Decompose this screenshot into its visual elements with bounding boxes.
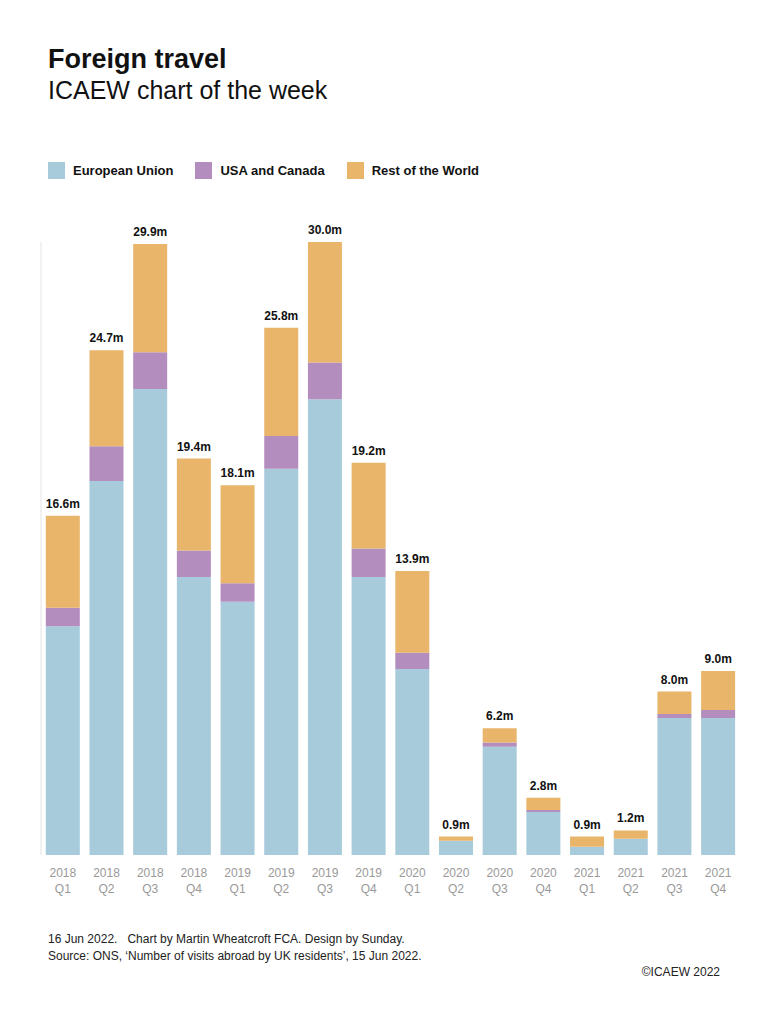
html-text:©ICAEW 2022: ©ICAEW 2022 [641, 965, 720, 979]
svg-text:2020Q2: 2020Q2 [443, 866, 470, 896]
html-text:16 Jun 2022. Chart by Martin W: 16 Jun 2022. Chart by Martin Wheatcroft … [48, 932, 405, 946]
svg-text:25.8m: 25.8m [264, 309, 298, 323]
svg-text:2020Q4: 2020Q4 [530, 866, 557, 896]
svg-text:30.0m: 30.0m [308, 223, 342, 237]
svg-text:0.9m: 0.9m [442, 818, 469, 832]
svg-text:19.4m: 19.4m [177, 440, 211, 454]
svg-text:2018Q4: 2018Q4 [181, 866, 208, 896]
svg-text:0.9m: 0.9m [573, 818, 600, 832]
svg-text:6.2m: 6.2m [486, 709, 513, 723]
svg-text:2018Q2: 2018Q2 [93, 866, 120, 896]
svg-text:29.9m: 29.9m [133, 225, 167, 239]
svg-text:2019Q2: 2019Q2 [268, 866, 295, 896]
svg-text:13.9m: 13.9m [395, 552, 429, 566]
svg-text:2020Q3: 2020Q3 [486, 866, 513, 896]
svg-text:2018Q3: 2018Q3 [137, 866, 164, 896]
svg-text:2021Q2: 2021Q2 [617, 866, 644, 896]
svg-text:16.6m: 16.6m [46, 497, 80, 511]
svg-text:2.8m: 2.8m [530, 779, 557, 793]
html-text:Foreign travel: Foreign travel [48, 44, 227, 74]
html-text:Source: ONS, ‘Number of visits: Source: ONS, ‘Number of visits abroad by… [48, 949, 422, 963]
svg-text:2019Q1: 2019Q1 [224, 866, 251, 896]
html-text:ICAEW chart of the week: ICAEW chart of the week [48, 76, 328, 104]
svg-text:18.1m: 18.1m [221, 466, 255, 480]
svg-text:2021Q4: 2021Q4 [705, 866, 732, 896]
svg-text:19.2m: 19.2m [352, 444, 386, 458]
html-text:Rest of the World: Rest of the World [371, 163, 479, 178]
svg-text:2018Q1: 2018Q1 [49, 866, 76, 896]
svg-text:9.0m: 9.0m [704, 652, 731, 666]
html-text:European Union: European Union [73, 163, 174, 178]
svg-text:2019Q4: 2019Q4 [355, 866, 382, 896]
svg-text:8.0m: 8.0m [661, 673, 688, 687]
svg-text:1.2m: 1.2m [617, 811, 644, 825]
svg-text:2020Q1: 2020Q1 [399, 866, 426, 896]
svg-text:2021Q1: 2021Q1 [574, 866, 601, 896]
svg-text:2019Q3: 2019Q3 [312, 866, 339, 896]
html-text:USA and Canada: USA and Canada [220, 163, 325, 178]
svg-text:24.7m: 24.7m [90, 331, 124, 345]
svg-text:2021Q3: 2021Q3 [661, 866, 688, 896]
